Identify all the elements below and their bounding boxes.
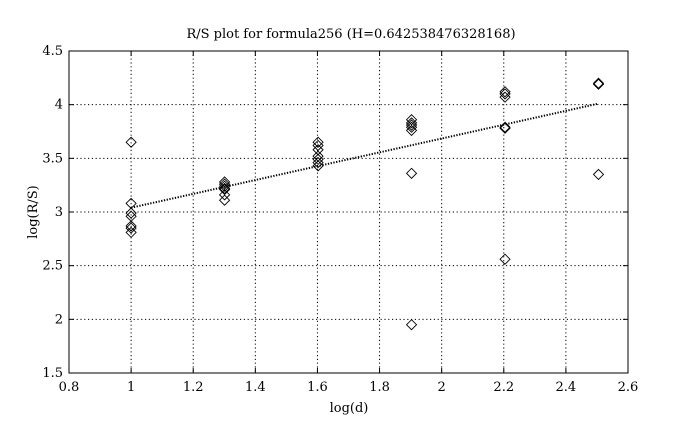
x-tick-label: 1.2	[183, 380, 204, 395]
data-point	[405, 119, 418, 131]
data-point	[312, 136, 324, 148]
x-tick-label: 2.2	[493, 380, 514, 395]
data-point	[405, 124, 418, 137]
data-point	[125, 222, 137, 234]
data-point	[312, 156, 324, 169]
data-point	[592, 168, 605, 181]
data-point	[125, 207, 137, 219]
x-tick-label: 1	[127, 380, 135, 395]
data-point	[499, 253, 511, 265]
data-point	[312, 160, 324, 172]
x-tick-label: 1.8	[369, 380, 390, 395]
data-point	[218, 189, 231, 201]
data-point	[499, 121, 511, 133]
chart-title: R/S plot for formula256 (H=0.64253847632…	[186, 27, 515, 42]
data-point	[405, 319, 418, 331]
y-tick-label: 4.5	[42, 44, 63, 59]
data-point	[218, 178, 231, 190]
y-tick-label: 2.5	[42, 259, 63, 274]
data-point	[218, 183, 231, 196]
data-point	[405, 114, 418, 126]
axis-ticks	[68, 50, 629, 374]
data-point	[499, 86, 511, 98]
x-axis-label: log(d)	[330, 401, 369, 416]
data-point	[405, 121, 418, 133]
y-tick-label: 4	[55, 98, 63, 113]
data-point	[125, 136, 137, 148]
y-tick-label: 3	[55, 205, 63, 220]
y-tick-label: 1.5	[42, 366, 63, 381]
y-axis-label: log(R/S)	[26, 185, 41, 239]
data-point	[218, 176, 231, 188]
data-point	[218, 180, 231, 192]
x-axis-tick-labels: 0.8 1 1.2 1.4 1.6 1.8 2 2.2 2.4 2.6	[59, 380, 639, 395]
data-point	[125, 220, 137, 232]
grid-lines	[69, 51, 628, 373]
data-point	[125, 226, 137, 239]
y-tick-label: 3.5	[42, 151, 63, 166]
data-point	[592, 78, 605, 90]
data-point	[218, 182, 231, 195]
data-points	[125, 77, 605, 331]
data-point	[592, 77, 605, 89]
x-tick-label: 1.6	[307, 380, 328, 395]
data-point	[312, 153, 324, 166]
data-point	[499, 88, 511, 100]
y-tick-label: 2	[55, 312, 63, 327]
x-tick-label: 2.6	[618, 380, 639, 395]
data-point	[499, 91, 511, 103]
x-tick-label: 1.4	[245, 380, 266, 395]
x-tick-label: 0.8	[59, 380, 80, 395]
data-point	[499, 122, 511, 134]
data-point	[405, 167, 418, 179]
x-tick-label: 2.4	[556, 380, 577, 395]
y-axis-tick-labels: 1.5 2 2.5 3 3.5 4 4.5	[42, 44, 63, 381]
x-tick-label: 2	[438, 380, 446, 395]
data-point	[218, 194, 231, 206]
data-point	[312, 139, 324, 152]
data-point	[405, 117, 418, 129]
